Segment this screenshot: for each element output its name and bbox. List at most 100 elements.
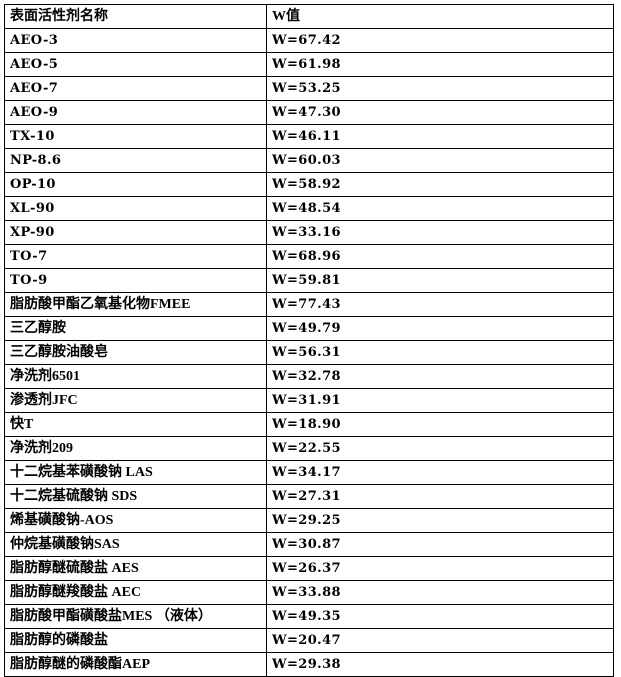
surfactant-w-value-table: 表面活性剂名称 W值 AEO-3 W=67.42 AEO-5 W=61.98 AEO-7…: [4, 4, 614, 677]
cell-w-value: W=18.90: [266, 412, 614, 437]
cell-w-value: W=27.31: [266, 484, 614, 509]
surfactant-name-label: 烯基磺酸钠-AOS: [10, 513, 114, 528]
cell-surfactant-name: TO-7: [4, 244, 267, 269]
surfactant-name-label: AEO-5: [10, 57, 59, 72]
cell-w-value: W=61.98: [266, 52, 614, 77]
table-row: TO-7 W=68.96: [4, 244, 614, 269]
cell-surfactant-name: 净洗剂209: [4, 436, 267, 461]
w-value-label: W=68.96: [272, 249, 341, 264]
cell-w-value: W=68.96: [266, 244, 614, 269]
cell-surfactant-name: 脂肪醇醚羧酸盐 AEC: [4, 580, 267, 605]
cell-surfactant-name: 仲烷基磺酸钠SAS: [4, 532, 267, 557]
w-value-label: W=29.38: [272, 657, 341, 672]
cell-w-value: W=20.47: [266, 628, 614, 653]
table-row: AEO-9 W=47.30: [4, 100, 614, 125]
cell-surfactant-name: 渗透剂JFC: [4, 388, 267, 413]
surfactant-name-label: XL-90: [10, 201, 55, 216]
surfactant-name-label: AEO-3: [10, 33, 59, 48]
cell-surfactant-name: AEO-3: [4, 28, 267, 53]
cell-w-value: W=22.55: [266, 436, 614, 461]
surfactant-name-label: 三乙醇胺油酸皂: [10, 345, 108, 360]
w-value-label: W=22.55: [272, 441, 341, 456]
w-value-label: W=33.16: [272, 225, 341, 240]
surfactant-name-label: 三乙醇胺: [10, 321, 66, 336]
cell-surfactant-name: 三乙醇胺油酸皂: [4, 340, 267, 365]
w-value-label: W=61.98: [272, 57, 341, 72]
table-row: TO-9 W=59.81: [4, 268, 614, 293]
cell-w-value: W=34.17: [266, 460, 614, 485]
cell-w-value: W=26.37: [266, 556, 614, 581]
surfactant-name-label: NP-8.6: [10, 153, 62, 168]
table-row: OP-10 W=58.92: [4, 172, 614, 197]
table-row: AEO-7 W=53.25: [4, 76, 614, 101]
cell-surfactant-name: NP-8.6: [4, 148, 267, 173]
cell-w-value: W=47.30: [266, 100, 614, 125]
surfactant-name-label: 十二烷基苯磺酸钠 LAS: [10, 465, 153, 480]
surfactant-name-label: 脂肪酸甲酯乙氧基化物FMEE: [10, 297, 191, 312]
table-header-row: 表面活性剂名称 W值: [4, 4, 614, 29]
w-value-label: W=46.11: [272, 129, 341, 144]
cell-w-value: W=77.43: [266, 292, 614, 317]
w-value-label: W=47.30: [272, 105, 341, 120]
cell-w-value: W=31.91: [266, 388, 614, 413]
w-value-label: W=49.35: [272, 609, 341, 624]
surfactant-name-label: TO-7: [10, 249, 48, 264]
w-value-label: W=29.25: [272, 513, 341, 528]
cell-w-value: W=30.87: [266, 532, 614, 557]
surfactant-name-label: 脂肪醇醚硫酸盐 AES: [10, 561, 139, 576]
table-row: 仲烷基磺酸钠SAS W=30.87: [4, 532, 614, 557]
table-row: 脂肪醇醚硫酸盐 AES W=26.37: [4, 556, 614, 581]
surfactant-name-label: TX-10: [10, 129, 55, 144]
table-row: 脂肪醇的磷酸盐 W=20.47: [4, 628, 614, 653]
w-value-label: W=32.78: [272, 369, 341, 384]
table-header: 表面活性剂名称 W值: [4, 4, 614, 29]
surfactant-name-label: AEO-9: [10, 105, 59, 120]
cell-surfactant-name: 脂肪醇醚的磷酸酯AEP: [4, 652, 267, 677]
w-value-label: W=20.47: [272, 633, 341, 648]
cell-surfactant-name: 烯基磺酸钠-AOS: [4, 508, 267, 533]
cell-w-value: W=59.81: [266, 268, 614, 293]
w-value-label: W=31.91: [272, 393, 341, 408]
column-header-w-value: W值: [266, 4, 614, 29]
cell-w-value: W=29.25: [266, 508, 614, 533]
surfactant-name-label: 十二烷基硫酸钠 SDS: [10, 489, 138, 504]
cell-surfactant-name: 快T: [4, 412, 267, 437]
w-value-label: W=49.79: [272, 321, 341, 336]
w-value-label: W=77.43: [272, 297, 341, 312]
table-row: XP-90 W=33.16: [4, 220, 614, 245]
cell-surfactant-name: TO-9: [4, 268, 267, 293]
cell-surfactant-name: 脂肪酸甲酯磺酸盐MES （液体）: [4, 604, 267, 629]
table-row: 脂肪醇醚羧酸盐 AEC W=33.88: [4, 580, 614, 605]
cell-w-value: W=48.54: [266, 196, 614, 221]
w-value-label: W=59.81: [272, 273, 341, 288]
cell-surfactant-name: OP-10: [4, 172, 267, 197]
table-row: 脂肪酸甲酯乙氧基化物FMEE W=77.43: [4, 292, 614, 317]
table-row: 脂肪醇醚的磷酸酯AEP W=29.38: [4, 652, 614, 677]
table-row: 脂肪酸甲酯磺酸盐MES （液体） W=49.35: [4, 604, 614, 629]
table-row: AEO-3 W=67.42: [4, 28, 614, 53]
table-row: 三乙醇胺 W=49.79: [4, 316, 614, 341]
w-value-label: W=58.92: [272, 177, 341, 192]
w-value-label: W=56.31: [272, 345, 341, 360]
cell-surfactant-name: TX-10: [4, 124, 267, 149]
cell-w-value: W=67.42: [266, 28, 614, 53]
cell-w-value: W=32.78: [266, 364, 614, 389]
w-value-label: W=34.17: [272, 465, 341, 480]
cell-w-value: W=33.16: [266, 220, 614, 245]
table-row: 渗透剂JFC W=31.91: [4, 388, 614, 413]
surfactant-name-label: 脂肪醇醚羧酸盐 AEC: [10, 585, 142, 600]
table-row: NP-8.6 W=60.03: [4, 148, 614, 173]
cell-surfactant-name: AEO-9: [4, 100, 267, 125]
cell-w-value: W=53.25: [266, 76, 614, 101]
w-value-label: W=33.88: [272, 585, 341, 600]
cell-w-value: W=49.79: [266, 316, 614, 341]
w-value-label: W=53.25: [272, 81, 341, 96]
w-value-label: W=67.42: [272, 33, 341, 48]
table-row: 烯基磺酸钠-AOS W=29.25: [4, 508, 614, 533]
table-row: 快T W=18.90: [4, 412, 614, 437]
cell-w-value: W=49.35: [266, 604, 614, 629]
surfactant-name-label: TO-9: [10, 273, 48, 288]
w-value-label: W=27.31: [272, 489, 341, 504]
surfactant-name-label: AEO-7: [10, 81, 59, 96]
surfactant-name-label: 净洗剂209: [10, 441, 73, 456]
